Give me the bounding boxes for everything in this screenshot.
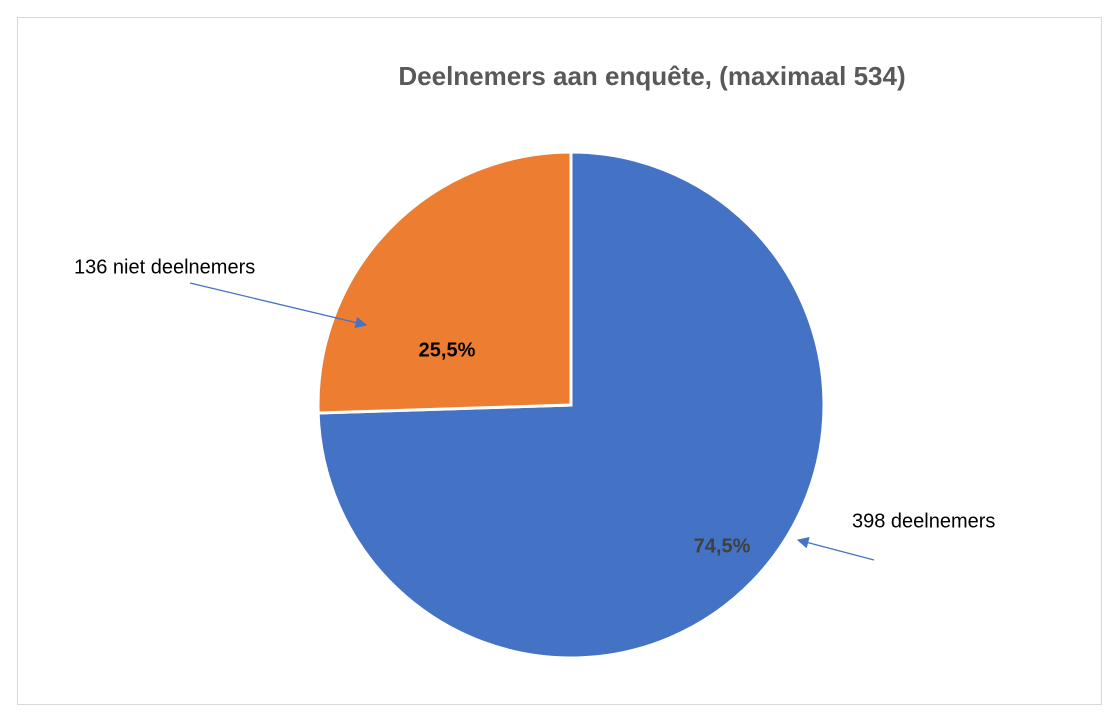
annotation-arrow (796, 537, 875, 561)
pie (316, 150, 826, 660)
annotation: 398 deelnemers (852, 510, 995, 532)
annotation: 136 niet deelnemers (74, 256, 255, 278)
data-label: 74,5% (694, 535, 751, 557)
annotation-arrow (189, 282, 368, 329)
pie-slice (316, 150, 573, 415)
chart-title: Deelnemers aan enquête, (maximaal 534) (398, 61, 905, 91)
data-label: 25,5% (419, 339, 476, 361)
